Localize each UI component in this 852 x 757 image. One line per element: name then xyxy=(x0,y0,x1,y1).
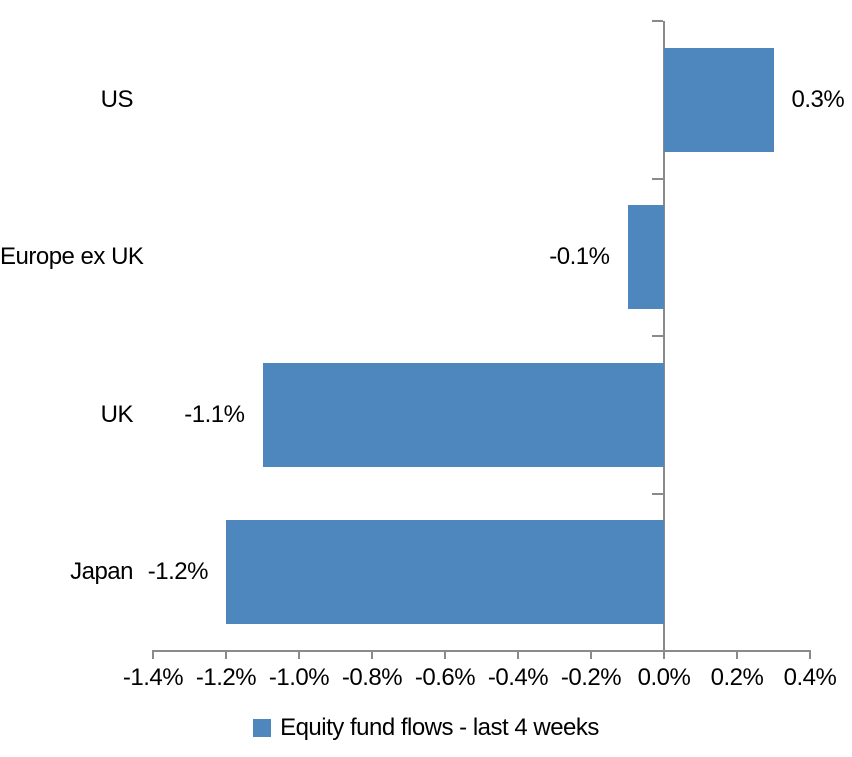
x-axis-tick xyxy=(590,651,592,659)
category-label: US xyxy=(100,85,134,113)
bar xyxy=(262,362,664,467)
legend-swatch xyxy=(253,719,272,737)
x-axis-tick xyxy=(736,651,738,659)
x-tick-label: -1.4% xyxy=(122,664,184,691)
x-axis-tick xyxy=(517,651,519,659)
data-label: -1.2% xyxy=(147,558,209,586)
x-axis-tick xyxy=(225,651,227,659)
x-axis-line xyxy=(152,650,811,652)
x-tick-label: -1.0% xyxy=(268,664,330,691)
x-tick-label: -0.4% xyxy=(487,664,549,691)
bar xyxy=(226,520,664,625)
x-axis-tick xyxy=(663,651,665,659)
x-axis-tick xyxy=(809,651,811,659)
data-label: 0.3% xyxy=(791,85,845,113)
category-label: Europe ex UK xyxy=(0,243,144,271)
y-axis-tick xyxy=(652,177,663,180)
y-axis-tick xyxy=(652,20,663,22)
x-axis-tick xyxy=(298,651,300,659)
x-axis-tick xyxy=(444,651,446,659)
legend: Equity fund flows - last 4 weeks xyxy=(0,713,852,743)
x-axis-tick xyxy=(371,651,373,659)
data-label: -1.1% xyxy=(184,400,245,428)
x-tick-label: 0.0% xyxy=(637,664,691,691)
bar xyxy=(627,205,664,310)
x-tick-label: 0.2% xyxy=(710,664,764,691)
y-axis-line xyxy=(663,21,665,651)
y-axis-tick xyxy=(652,335,663,337)
y-axis-tick xyxy=(652,492,663,495)
x-tick-label: -0.2% xyxy=(560,664,622,691)
legend-label: Equity fund flows - last 4 weeks xyxy=(280,714,599,741)
category-label: UK xyxy=(100,400,134,428)
category-label: Japan xyxy=(70,558,133,586)
x-tick-label: 0.4% xyxy=(783,664,837,691)
data-label: -0.1% xyxy=(549,243,610,271)
x-tick-label: -0.8% xyxy=(341,664,403,691)
bar xyxy=(664,47,774,152)
x-tick-label: -0.6% xyxy=(414,664,476,691)
x-tick-label: -1.2% xyxy=(195,664,257,691)
x-axis-tick xyxy=(152,651,154,659)
